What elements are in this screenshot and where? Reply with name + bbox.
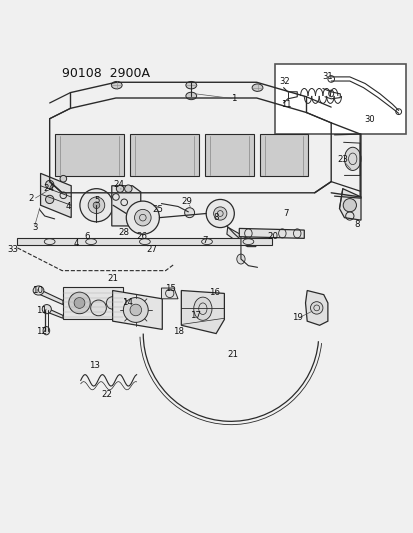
Text: 8: 8 <box>213 213 218 222</box>
Ellipse shape <box>45 180 54 189</box>
Ellipse shape <box>80 189 113 222</box>
Ellipse shape <box>33 286 44 295</box>
Text: 10: 10 <box>32 286 43 295</box>
Ellipse shape <box>206 199 234 228</box>
Ellipse shape <box>193 297 211 320</box>
Ellipse shape <box>126 201 159 234</box>
Text: 26: 26 <box>136 232 147 241</box>
Ellipse shape <box>43 327 50 335</box>
Text: 25: 25 <box>152 205 163 214</box>
Ellipse shape <box>185 82 196 89</box>
Ellipse shape <box>69 292 90 314</box>
Ellipse shape <box>124 185 132 192</box>
Ellipse shape <box>74 297 85 308</box>
Text: 2: 2 <box>28 193 34 203</box>
Polygon shape <box>112 186 140 226</box>
Text: 32: 32 <box>279 77 290 85</box>
Ellipse shape <box>106 297 119 309</box>
Ellipse shape <box>130 304 141 316</box>
Text: 31: 31 <box>322 72 332 82</box>
Text: 11: 11 <box>280 100 291 109</box>
Ellipse shape <box>342 199 356 212</box>
Polygon shape <box>40 173 71 217</box>
Text: 5: 5 <box>94 196 100 205</box>
Text: 3: 3 <box>32 223 38 232</box>
Bar <box>55 134 124 176</box>
Polygon shape <box>181 290 224 334</box>
Text: 8: 8 <box>353 220 359 229</box>
Text: 28: 28 <box>118 228 128 237</box>
Bar <box>259 134 307 176</box>
Text: 16: 16 <box>209 288 219 297</box>
Text: 6: 6 <box>84 232 90 241</box>
Text: 13: 13 <box>89 360 100 369</box>
Polygon shape <box>305 290 327 325</box>
Text: 30: 30 <box>363 115 374 124</box>
Text: 24: 24 <box>43 184 54 193</box>
Text: 90108  2900A: 90108 2900A <box>62 68 150 80</box>
Polygon shape <box>45 307 63 318</box>
Ellipse shape <box>45 195 54 204</box>
Polygon shape <box>36 288 63 304</box>
Bar <box>204 134 253 176</box>
Text: 29: 29 <box>181 197 192 206</box>
Text: 20: 20 <box>266 232 277 241</box>
Text: 22: 22 <box>101 390 112 399</box>
Ellipse shape <box>90 300 106 316</box>
Polygon shape <box>339 189 360 220</box>
Text: 23: 23 <box>337 155 347 164</box>
Ellipse shape <box>344 147 360 171</box>
Ellipse shape <box>88 197 104 214</box>
Ellipse shape <box>116 185 123 192</box>
Polygon shape <box>226 227 255 247</box>
Polygon shape <box>112 290 162 329</box>
Ellipse shape <box>123 297 148 322</box>
Bar <box>130 134 198 176</box>
Bar <box>275 63 405 134</box>
Ellipse shape <box>185 92 196 100</box>
Polygon shape <box>161 288 178 299</box>
Text: 19: 19 <box>291 312 302 321</box>
Ellipse shape <box>60 175 66 182</box>
Text: 12: 12 <box>36 327 47 336</box>
Text: 21: 21 <box>107 273 118 282</box>
Ellipse shape <box>184 208 194 217</box>
Text: 27: 27 <box>147 245 157 254</box>
Text: 33: 33 <box>8 245 19 254</box>
Text: 7: 7 <box>202 236 207 245</box>
Ellipse shape <box>134 209 151 226</box>
Text: 15: 15 <box>165 284 176 293</box>
Text: 14: 14 <box>122 298 133 308</box>
Ellipse shape <box>93 202 100 208</box>
Ellipse shape <box>42 304 51 314</box>
Text: 7: 7 <box>283 209 289 218</box>
Text: 11: 11 <box>36 306 47 316</box>
Ellipse shape <box>310 302 322 314</box>
Text: 1: 1 <box>230 94 236 103</box>
Bar <box>63 287 123 319</box>
Text: 18: 18 <box>173 327 184 336</box>
Text: 4: 4 <box>65 202 71 211</box>
Ellipse shape <box>213 207 226 220</box>
Text: 24: 24 <box>114 180 124 189</box>
Ellipse shape <box>252 84 262 91</box>
Polygon shape <box>17 238 272 245</box>
Ellipse shape <box>236 254 244 264</box>
Text: 4: 4 <box>74 239 79 248</box>
Ellipse shape <box>111 82 122 89</box>
Text: 17: 17 <box>190 311 200 320</box>
Polygon shape <box>239 229 304 238</box>
Text: 21: 21 <box>227 350 237 359</box>
